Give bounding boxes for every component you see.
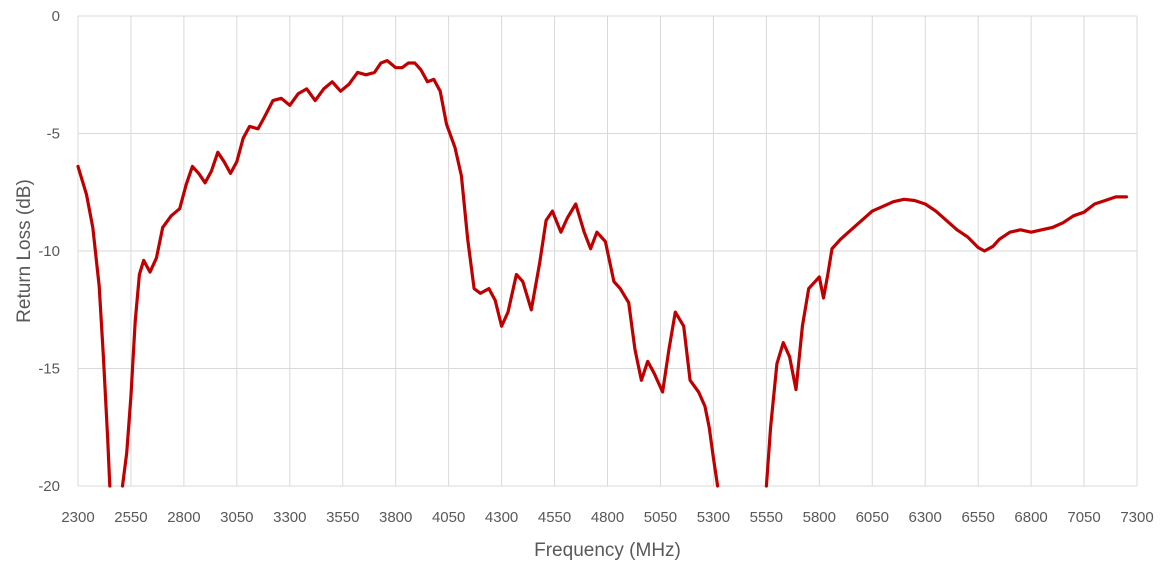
x-tick-label: 3300 (273, 509, 306, 526)
x-tick-label: 2800 (167, 509, 200, 526)
x-tick-label: 7300 (1120, 509, 1153, 526)
x-tick-label: 3800 (379, 509, 412, 526)
x-tick-label: 4050 (432, 509, 465, 526)
series-line-segment-1 (120, 59, 720, 488)
x-tick-label: 5800 (803, 509, 836, 526)
y-tick-label: -10 (38, 243, 60, 260)
x-tick-label: 6300 (909, 509, 942, 526)
horizontal-gridlines (78, 15, 1137, 487)
x-axis-title: Frequency (MHz) (534, 540, 681, 561)
x-tick-label: 5300 (697, 509, 730, 526)
x-tick-label: 6550 (961, 509, 994, 526)
y-tick-label: 0 (52, 8, 60, 25)
y-tick-label: -15 (38, 361, 60, 378)
x-tick-label: 2550 (114, 509, 147, 526)
y-tick-label: -5 (47, 126, 60, 143)
x-tick-label: 4300 (485, 509, 518, 526)
x-tick-label: 6800 (1014, 509, 1047, 526)
y-tick-labels: 0 -5 -10 -15 -20 (38, 8, 60, 495)
x-tick-label: 4550 (538, 509, 571, 526)
series-layer (76, 59, 1128, 488)
y-axis-title: Return Loss (dB) (14, 179, 35, 323)
x-tick-label: 3550 (326, 509, 359, 526)
x-tick-label: 5550 (750, 509, 783, 526)
series-line-segment-2 (764, 195, 1128, 488)
y-tick-label: -20 (38, 478, 60, 495)
x-tick-label: 6050 (856, 509, 889, 526)
series-line-segment-0 (76, 164, 112, 488)
x-tick-label: 5050 (644, 509, 677, 526)
x-tick-label: 2300 (61, 509, 94, 526)
x-tick-label: 3050 (220, 509, 253, 526)
x-tick-labels: 2300 2550 2800 3050 3300 3550 3800 4050 4300 4550… (61, 509, 1153, 526)
x-tick-label: 4800 (591, 509, 624, 526)
x-tick-label: 7050 (1067, 509, 1100, 526)
